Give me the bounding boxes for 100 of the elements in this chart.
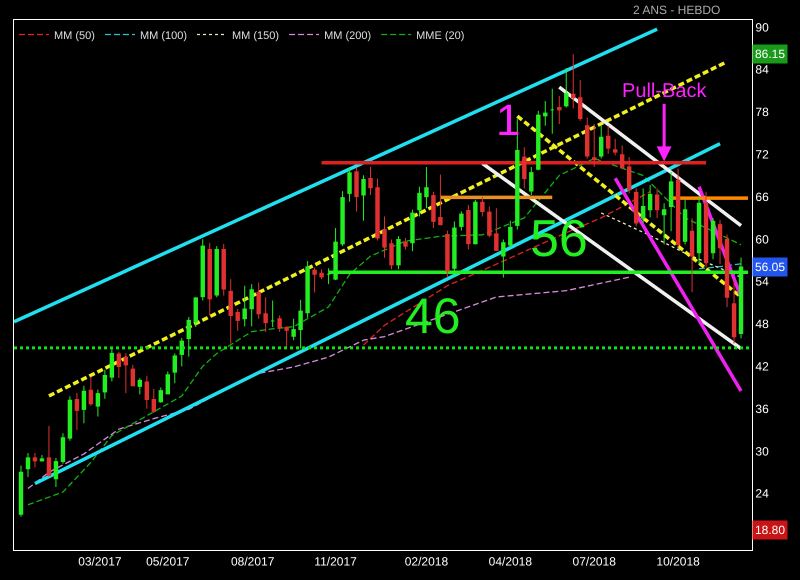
annotation: 1 — [496, 96, 520, 145]
candlestick — [368, 166, 373, 196]
x-tick-label: 11/2017 — [314, 554, 358, 568]
candlestick — [138, 378, 142, 396]
candlestick — [438, 174, 443, 226]
y-tick-label: 24 — [755, 486, 770, 501]
legend-label: MME (20) — [416, 30, 464, 42]
candlestick — [74, 392, 80, 430]
candlestick — [172, 352, 177, 384]
candlestick — [54, 457, 58, 488]
legend-label: MM (50) — [54, 30, 95, 42]
candlestick — [340, 190, 345, 247]
candlestick — [124, 352, 128, 394]
candlestick — [424, 166, 429, 209]
candlestick — [194, 296, 198, 328]
candlestick — [242, 285, 247, 327]
candlestick — [312, 267, 317, 293]
candlestick — [592, 123, 596, 168]
candlestick — [690, 218, 694, 293]
candlestick — [291, 318, 296, 341]
candlestick — [82, 385, 86, 424]
x-tick-label: 08/2017 — [230, 554, 275, 568]
y-tick-label: 90 — [755, 20, 770, 34]
candlestick — [277, 314, 282, 332]
candlestick — [305, 260, 310, 318]
candlestick — [40, 454, 44, 462]
candlestick — [347, 166, 352, 202]
y-tick-label: 78 — [755, 105, 770, 120]
candlestick — [445, 230, 450, 278]
candlestick — [354, 167, 359, 212]
candlestick — [200, 238, 205, 302]
y-tick-label: 30 — [755, 444, 770, 458]
candlestick — [536, 110, 540, 171]
line-series — [27, 276, 630, 490]
candlestick — [361, 174, 366, 222]
line-series — [600, 212, 742, 278]
candlestick — [222, 243, 226, 296]
candlestick — [578, 80, 582, 122]
candlestick — [144, 375, 150, 410]
candlestick — [214, 246, 219, 298]
candlestick — [668, 171, 674, 232]
candlestick — [626, 156, 632, 194]
candlestick — [130, 364, 136, 387]
candlestick — [158, 386, 164, 404]
y-tick-label: 66 — [755, 190, 770, 204]
candlestick — [704, 191, 708, 268]
candlestick — [724, 234, 730, 308]
line-series — [362, 191, 651, 346]
candlestick — [389, 238, 394, 270]
candlestick — [96, 389, 100, 417]
candlestick — [494, 208, 499, 252]
x-tick-label: 07/2018 — [572, 554, 616, 568]
candlestick — [256, 282, 261, 320]
candlestick — [249, 284, 254, 327]
candlestick — [612, 138, 618, 156]
y-tick-label: 42 — [755, 359, 770, 374]
y-tick-label: 54 — [755, 274, 770, 289]
candlestick — [696, 196, 702, 265]
annotation: 86.15 — [755, 47, 786, 61]
candlestick — [60, 432, 66, 464]
candlestick — [662, 202, 666, 245]
y-tick-label: 60 — [755, 232, 770, 246]
x-tick-label: 04/2018 — [488, 554, 532, 568]
x-tick-label: 03/2017 — [78, 554, 122, 568]
candlestick — [634, 188, 638, 227]
legend-label: MM (200) — [324, 30, 372, 42]
candlestick — [550, 88, 554, 134]
candlestick — [682, 199, 688, 245]
candlestick — [152, 388, 156, 414]
candlestick — [718, 219, 722, 265]
y-tick-label: 36 — [755, 402, 770, 416]
candlestick — [459, 211, 464, 232]
candlestick — [480, 196, 485, 217]
candlestick — [710, 218, 716, 260]
candlestick — [26, 452, 30, 478]
candlestick — [473, 199, 478, 245]
candlestick — [654, 188, 660, 219]
candlestick — [208, 242, 212, 316]
candlestick — [606, 125, 610, 154]
candlestick — [68, 396, 72, 442]
x-tick-label: 10/2018 — [656, 554, 700, 568]
candlestick — [431, 191, 436, 228]
candlestick — [32, 452, 38, 468]
candlestick — [110, 348, 114, 382]
candlestick — [298, 299, 303, 349]
candlestick — [116, 351, 122, 379]
annotation: 56.05 — [755, 260, 786, 274]
candlestick — [529, 166, 534, 196]
candlestick — [585, 116, 590, 160]
candlestick — [417, 186, 422, 217]
candlestick — [319, 268, 324, 280]
x-tick-label: 05/2017 — [146, 554, 190, 568]
candlestick — [522, 146, 527, 189]
candlestick — [676, 168, 680, 248]
candlestick — [102, 369, 108, 400]
candlestick — [564, 67, 568, 108]
candlestick — [466, 204, 471, 250]
candlestick — [284, 326, 289, 348]
candlestick — [382, 216, 387, 258]
y-tick-label: 72 — [755, 147, 770, 162]
